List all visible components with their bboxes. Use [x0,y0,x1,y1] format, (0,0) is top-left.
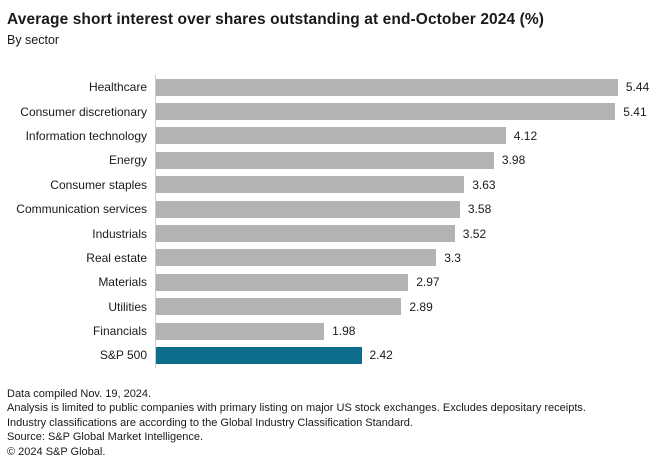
value-label: 5.41 [623,104,647,119]
bar-area: 3.63 [155,172,652,197]
footnote-line: © 2024 S&P Global. [7,446,106,459]
footnote-line: Industry classifications are according t… [7,416,413,429]
value-label: 2.97 [416,275,440,290]
category-label: Financials [92,324,147,339]
bar-chart: Healthcare 5.44 Consumer discretionary 5.41… [7,75,652,368]
bar-row: Consumer staples 3.63 [7,172,652,197]
bar [156,298,402,316]
bar-area: 2.89 [155,294,652,319]
bar-area: 2.42 [155,343,652,368]
bar-area: 4.12 [155,123,652,149]
bar-row: S&P 500 2.42 [7,343,652,368]
value-label: 3.98 [501,153,526,168]
value-label: 1.98 [332,324,356,339]
bar-row: Energy 3.98 [7,148,652,173]
category-label: Real estate [86,250,147,265]
bar-row: Industrials 3.52 [7,221,652,246]
bar-row: Information technology 4.12 [7,123,652,149]
bar [156,249,437,267]
bar-area: 2.97 [155,270,652,295]
value-label: 2.89 [409,299,433,314]
bar [156,151,494,169]
bar-area: 3.58 [155,196,652,222]
bar-row: Utilities 2.89 [7,294,652,319]
category-label: Information technology [25,128,147,143]
category-label: Industrials [92,226,147,241]
category-label: Materials [98,275,147,290]
category-label: S&P 500 [99,348,147,363]
footnote-line: Data compiled Nov. 19, 2024. [7,387,152,400]
category-label: Communication services [16,202,147,217]
bar-row: Real estate 3.3 [7,245,652,271]
chart-subtitle: By sector [7,33,60,47]
bar [156,225,455,243]
bar [156,127,506,145]
category-label: Utilities [108,299,147,314]
bar [156,78,618,96]
chart-title: Average short interest over shares outst… [7,11,545,28]
bar-area: 3.3 [155,245,652,271]
category-label: Energy [108,153,147,168]
bar-area: 3.52 [155,221,652,246]
value-label: 3.63 [472,177,496,192]
value-label: 3.58 [467,202,492,217]
category-label: Consumer discretionary [20,104,147,119]
bar [156,346,362,364]
category-label: Healthcare [88,80,147,95]
bar-area: 5.41 [155,99,652,124]
bar-row: Materials 2.97 [7,270,652,295]
bar [156,176,465,194]
footnote-line: Analysis is limited to public companies … [7,402,586,415]
value-label: 3.52 [462,226,487,241]
bar [156,200,460,218]
bar-area: 3.98 [155,148,652,173]
value-label: 3.3 [444,250,461,265]
bar [156,273,409,291]
value-label: 2.42 [369,348,393,363]
bar-area: 1.98 [155,318,652,344]
bar [156,103,616,121]
footnote-line: Source: S&P Global Market Intelligence. [7,431,204,444]
category-label: Consumer staples [50,177,147,192]
bar-area: 5.44 [155,75,652,100]
chart-footnotes: Data compiled Nov. 19, 2024. Analysis is… [7,387,652,460]
bar-row: Consumer discretionary 5.41 [7,99,652,124]
value-label: 5.44 [625,80,650,95]
bar-row: Communication services 3.58 [7,196,652,222]
value-label: 4.12 [513,128,538,143]
bar [156,322,325,340]
bar-row: Financials 1.98 [7,318,652,344]
bar-row: Healthcare 5.44 [7,75,652,100]
